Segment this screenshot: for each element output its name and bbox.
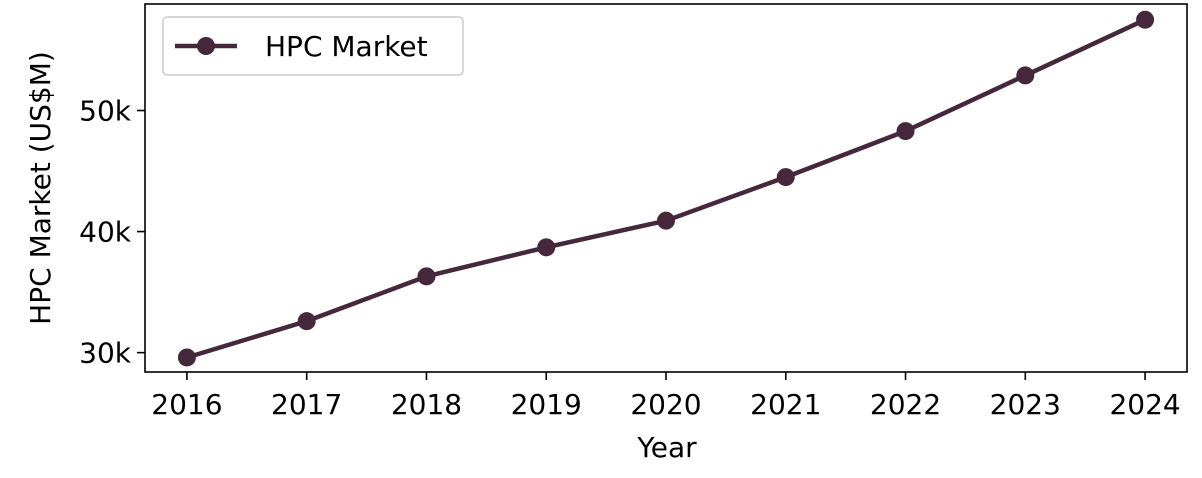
legend-label: HPC Market — [265, 30, 428, 63]
x-tick-label: 2021 — [750, 388, 821, 421]
y-tick-label: 50k — [79, 95, 132, 128]
data-point — [896, 122, 915, 141]
x-tick-label: 2022 — [870, 388, 941, 421]
data-point — [1136, 10, 1155, 29]
x-tick-label: 2023 — [990, 388, 1061, 421]
x-tick-label: 2019 — [511, 388, 582, 421]
y-axis-label: HPC Market (US$M) — [24, 51, 57, 325]
x-tick-label: 2020 — [630, 388, 701, 421]
data-point — [1016, 66, 1035, 85]
data-point — [177, 348, 196, 367]
x-tick-label: 2018 — [391, 388, 462, 421]
legend: HPC Market — [162, 16, 464, 76]
x-tick-label: 2024 — [1109, 388, 1180, 421]
data-point — [297, 312, 316, 331]
y-tick-label: 30k — [79, 337, 132, 370]
legend-box — [162, 16, 464, 76]
y-axis-ticks: 30k 40k 50k — [79, 95, 145, 370]
series-layer — [177, 10, 1155, 367]
x-tick-label: 2016 — [151, 388, 222, 421]
x-axis-label: Year — [636, 431, 697, 464]
x-axis-ticks: 2016 2017 2018 2019 2020 2021 2022 2023 2024 — [151, 372, 1181, 421]
data-point — [776, 168, 795, 187]
data-point — [417, 267, 436, 286]
data-point — [657, 211, 675, 230]
data-point — [537, 238, 556, 257]
x-tick-label: 2017 — [271, 388, 342, 421]
legend-marker-swatch — [197, 37, 215, 55]
y-tick-label: 40k — [79, 216, 132, 249]
